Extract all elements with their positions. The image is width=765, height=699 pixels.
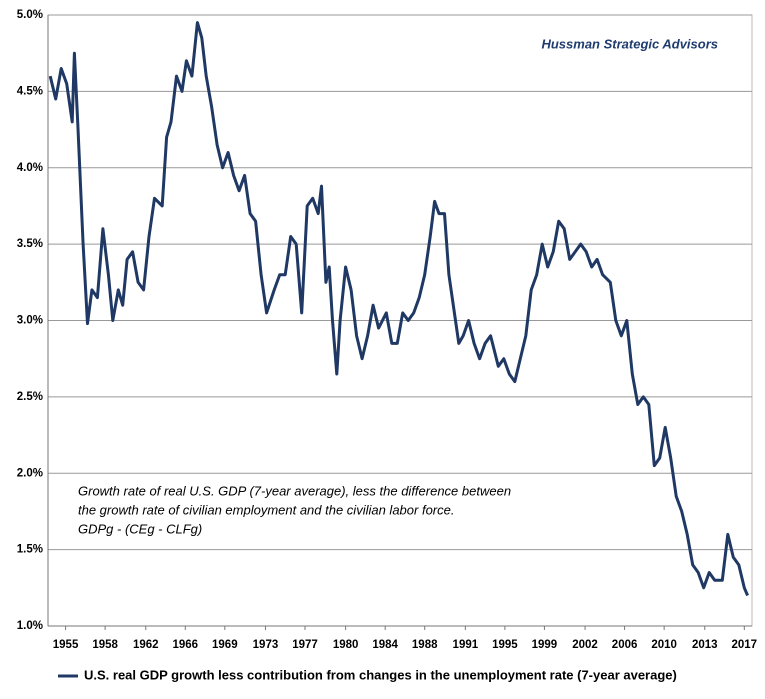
x-tick-label: 1969 [212, 639, 238, 651]
legend-label: U.S. real GDP growth less contribution f… [84, 667, 677, 682]
y-tick-label: 4.5% [17, 85, 43, 97]
x-tick-label: 1999 [532, 639, 558, 651]
x-tick-label: 1991 [453, 639, 479, 651]
y-tick-label: 3.5% [17, 238, 43, 250]
x-tick-label: 2006 [612, 639, 638, 651]
x-tick-label: 1958 [92, 639, 118, 651]
x-tick-label: 2013 [692, 639, 718, 651]
y-tick-label: 1.0% [17, 620, 43, 632]
data-line [48, 21, 749, 597]
x-tick-label: 1973 [253, 639, 279, 651]
y-tick-label: 4.0% [17, 162, 43, 174]
y-tick-label: 5.0% [17, 9, 43, 21]
x-tick-label: 1980 [333, 639, 359, 651]
x-tick-label: 2017 [732, 639, 758, 651]
x-tick-label: 2002 [572, 639, 598, 651]
x-tick-label: 1955 [53, 639, 79, 651]
annotation: GDPg - (CEg - CLFg) [78, 521, 202, 536]
x-tick-label: 1984 [372, 639, 398, 651]
x-tick-label: 2010 [651, 639, 677, 651]
y-tick-label: 3.0% [17, 315, 43, 327]
annotation: Growth rate of real U.S. GDP (7-year ave… [78, 483, 511, 498]
x-tick-label: 1966 [172, 639, 198, 651]
x-tick-label: 1962 [133, 639, 159, 651]
y-tick-label: 2.5% [17, 391, 43, 403]
annotation: the growth rate of civilian employment a… [78, 502, 454, 517]
y-tick-label: 1.5% [17, 544, 43, 556]
y-tick-label: 2.0% [17, 467, 43, 479]
brand: Hussman Strategic Advisors [541, 36, 718, 51]
x-tick-label: 1988 [412, 639, 438, 651]
x-tick-label: 1977 [292, 639, 318, 651]
x-tick-label: 1995 [492, 639, 518, 651]
